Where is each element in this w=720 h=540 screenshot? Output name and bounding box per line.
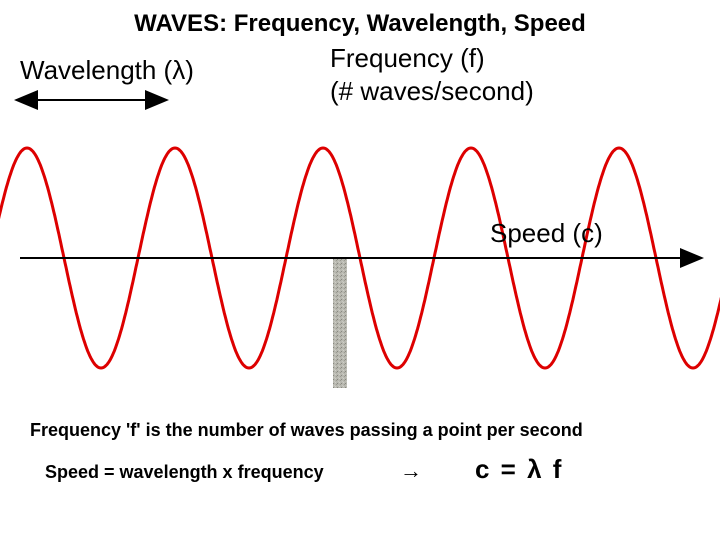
implies-arrow: → xyxy=(400,458,422,484)
frequency-label-line2: (# waves/second) xyxy=(330,75,534,108)
frequency-description: Frequency 'f' is the number of waves pas… xyxy=(30,420,583,441)
wave-formula: c = λ f xyxy=(475,454,563,485)
diagram-title: WAVES: Frequency, Wavelength, Speed xyxy=(0,10,720,38)
speed-equation-words: Speed = wavelength x frequency xyxy=(45,462,324,482)
frequency-label-line1: Frequency (f) xyxy=(330,42,534,75)
marker-bar xyxy=(333,258,347,388)
frequency-label: Frequency (f) (# waves/second) xyxy=(330,42,534,107)
wavelength-label: Wavelength (λ) xyxy=(20,55,194,86)
speed-label: Speed (c) xyxy=(490,218,603,249)
speed-equation-text: Speed = wavelength x frequency xyxy=(45,462,324,483)
